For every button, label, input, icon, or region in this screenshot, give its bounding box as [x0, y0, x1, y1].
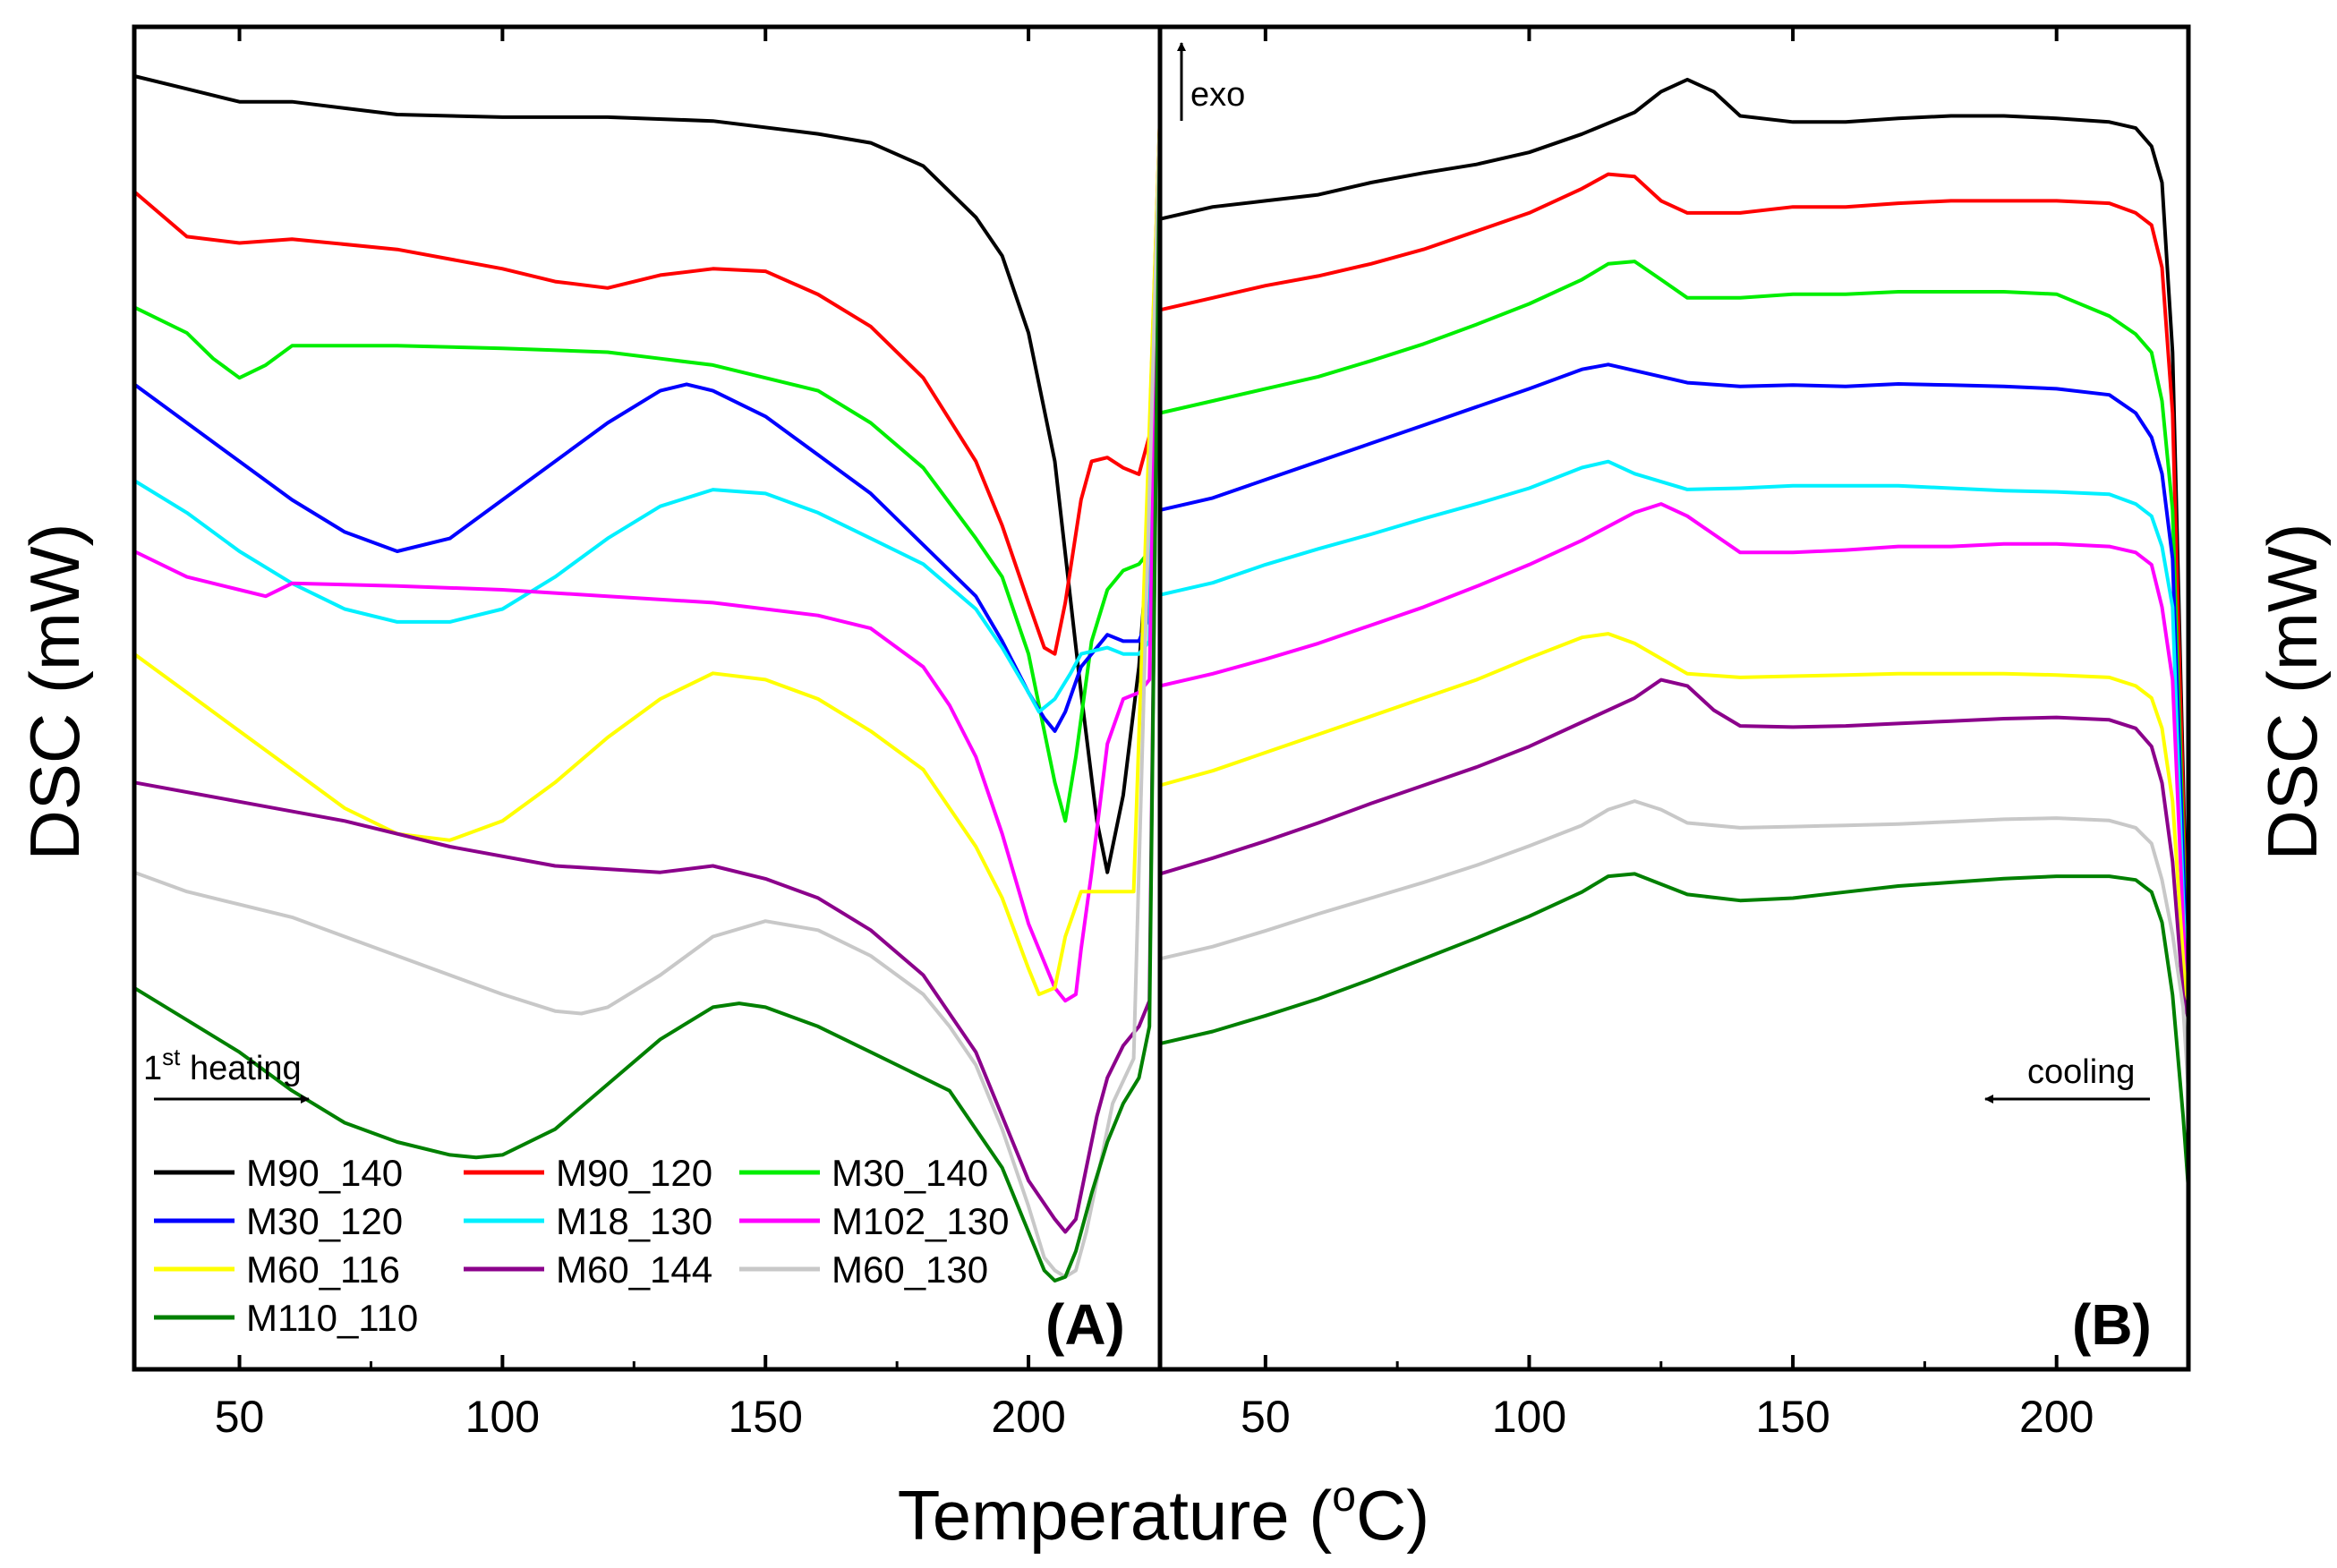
legend-label-m60-144: M60_144: [556, 1248, 712, 1291]
legend-label-m110-110: M110_110: [246, 1297, 418, 1339]
y-axis-title-left: DSC (mW): [15, 524, 94, 861]
series-line-b-m60-130: [1158, 799, 2190, 1095]
x-tick-label-a-150: 150: [729, 1392, 803, 1442]
legend-label-m102-130: M102_130: [832, 1200, 1010, 1242]
series-line-a-m110-110: [132, 113, 1162, 1283]
series-line-b-m60-144: [1158, 677, 2190, 1021]
x-tick-label-a-100: 100: [465, 1392, 540, 1442]
series-line-a-m18-130: [132, 113, 1162, 714]
panel-label-b: (B): [2072, 1292, 2152, 1357]
series-line-b-m110-110: [1158, 872, 2190, 1191]
series-line-b-m60-116: [1158, 632, 2190, 1021]
panel-label-a: (A): [1045, 1292, 1125, 1357]
panel-a-ticks: 50 100 150 200: [215, 27, 1162, 1442]
legend-label-m90-120: M90_120: [556, 1152, 712, 1194]
legend-label-m30-140: M30_140: [832, 1152, 988, 1194]
x-tick-label-b-100: 100: [1492, 1392, 1566, 1442]
heating-annotation-text: heating: [190, 1050, 302, 1087]
series-line-b-m18-130: [1158, 459, 2190, 1021]
x-tick-label-a-200: 200: [991, 1392, 1065, 1442]
svg-text:1st heating: 1st heating: [143, 1044, 302, 1087]
series-line-b-m30-120: [1158, 362, 2190, 1021]
cooling-annotation: cooling: [1984, 1053, 2150, 1104]
series-line-a-m60-130: [132, 113, 1162, 1279]
panel-b-curves: [1158, 77, 2190, 1191]
heating-annotation: 1st heating: [143, 1044, 310, 1104]
legend-label-m90-140: M90_140: [246, 1152, 403, 1194]
panel-b-ticks: 50 100 150 200: [1241, 27, 2190, 1442]
series-line-a-m102-130: [132, 113, 1162, 1003]
legend-label-m60-116: M60_116: [246, 1248, 400, 1291]
y-axis-title-right: DSC (mW): [2253, 524, 2332, 861]
series-line-b-m30-140: [1158, 260, 2190, 1021]
legend-label-m30-120: M30_120: [246, 1200, 403, 1242]
x-tick-label-b-200: 200: [2019, 1392, 2094, 1442]
panel-b: 50 100 150 200 exo cooling (B): [1157, 24, 2191, 1442]
exo-annotation: exo: [1177, 42, 1245, 121]
series-line-b-m90-120: [1158, 172, 2190, 1021]
panel-a: 50 100 150 200 1st heating M90_140 M90_120 M3…: [132, 24, 1163, 1442]
panel-b-frame: [1157, 24, 2191, 1372]
series-line-a-m60-144: [132, 113, 1162, 1234]
series-line-a-m90-140: [132, 74, 1162, 874]
panel-a-curves: [132, 74, 1162, 1283]
heating-annotation-sup: st: [162, 1044, 181, 1070]
legend: M90_140 M90_120 M30_140 M30_120 M18_130 M102_…: [154, 1152, 1010, 1339]
x-axis-title: Temperature (oC): [898, 1473, 1430, 1555]
x-tick-label-b-50: 50: [1241, 1392, 1291, 1442]
legend-label-m60-130: M60_130: [832, 1248, 988, 1291]
cooling-label: cooling: [2027, 1053, 2135, 1091]
x-tick-label-a-50: 50: [215, 1392, 265, 1442]
series-line-b-m102-130: [1158, 502, 2190, 1021]
x-tick-label-b-150: 150: [1755, 1392, 1830, 1442]
series-line-a-m30-120: [132, 113, 1162, 733]
series-line-b-m90-140: [1158, 77, 2190, 1021]
series-line-a-m60-116: [132, 113, 1162, 996]
heating-annotation-num: 1: [143, 1050, 162, 1087]
exo-label: exo: [1190, 76, 1245, 114]
series-line-a-m30-140: [132, 113, 1162, 823]
legend-label-m18-130: M18_130: [556, 1200, 712, 1242]
series-line-a-m90-120: [132, 113, 1162, 656]
